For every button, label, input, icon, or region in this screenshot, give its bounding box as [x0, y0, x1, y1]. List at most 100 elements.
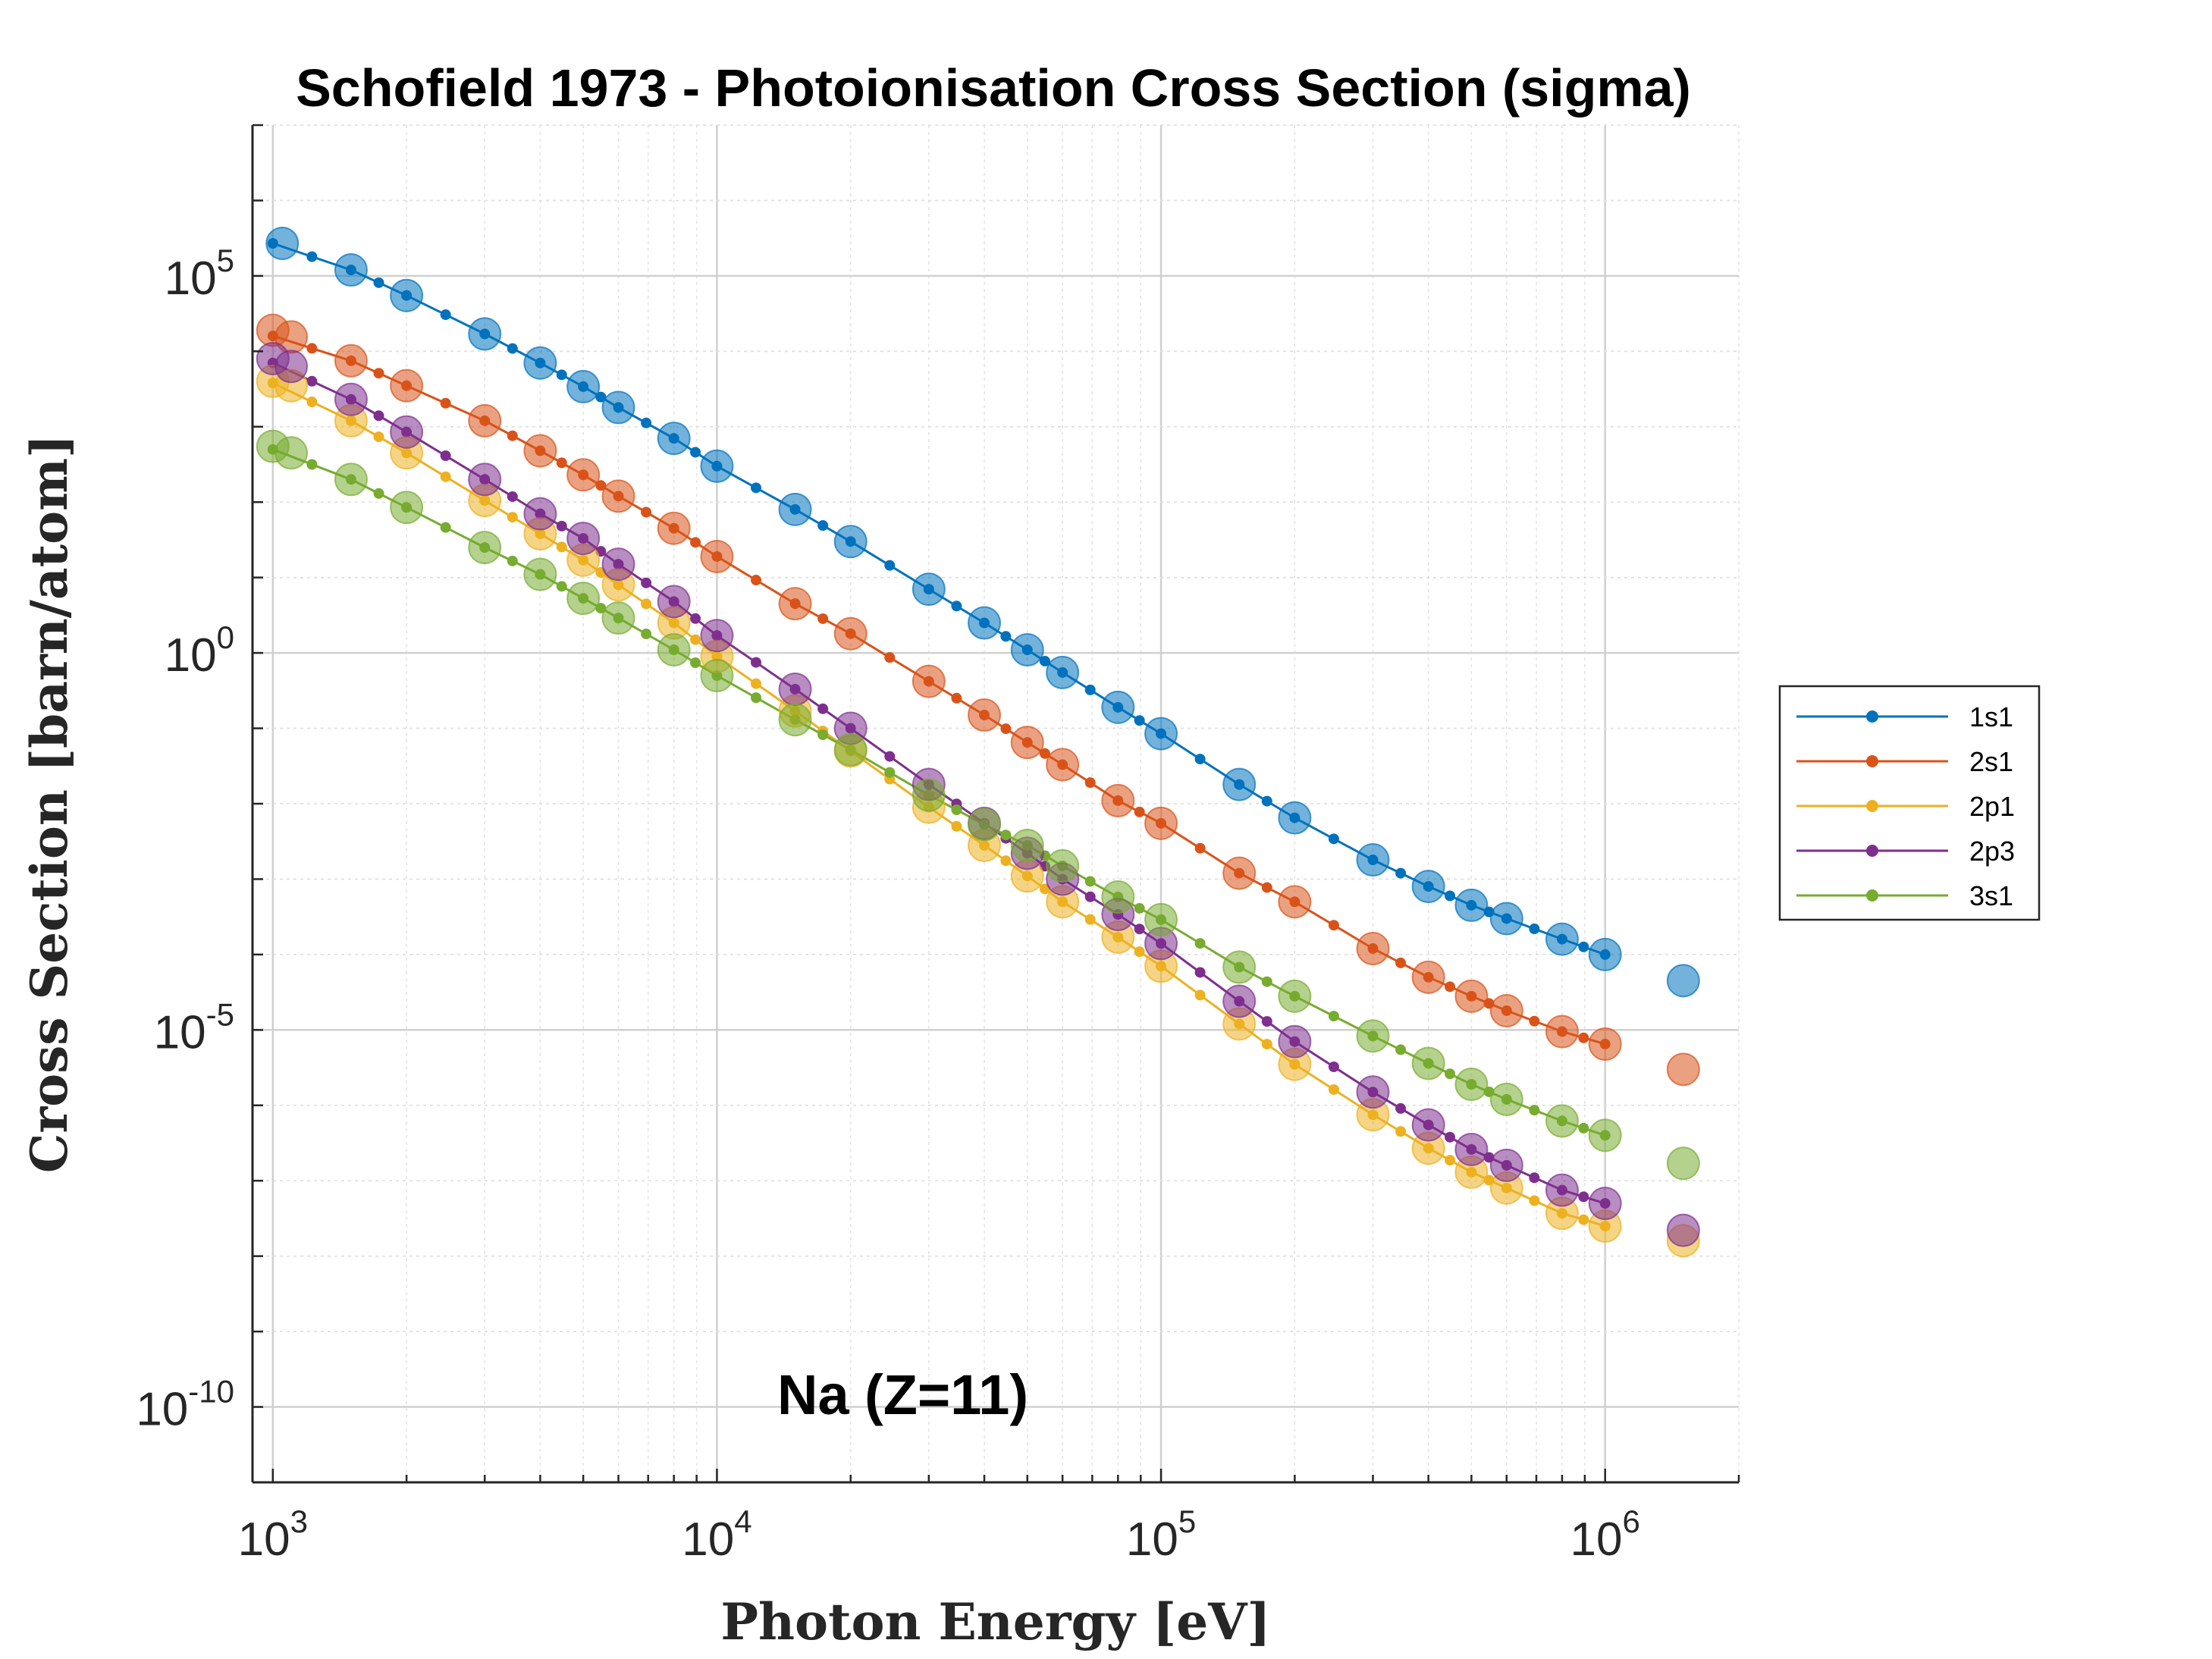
series-dot-3s1 [440, 522, 451, 533]
series-dot-2p3 [641, 577, 652, 588]
series-dot-2s1 [595, 480, 607, 491]
series-dot-1s1 [440, 309, 451, 321]
series-dot-1s1 [373, 277, 384, 288]
series-dot-2s1 [440, 397, 451, 409]
series-dot-2s1 [1134, 806, 1145, 817]
series-marker-2s1 [1046, 748, 1080, 782]
series-marker-2p3 [657, 585, 691, 619]
series-marker-3s1 [1144, 902, 1178, 936]
series-dot-2p1 [641, 598, 652, 610]
legend-marker-3s1 [1866, 889, 1878, 902]
series-dot-2s1 [750, 575, 761, 586]
x-tick-label: 106 [1570, 1504, 1640, 1566]
series-marker-2s1 [700, 539, 734, 573]
series-marker-3s1 [1010, 828, 1044, 862]
series-dot-2p3 [1529, 1172, 1540, 1184]
series-dot-2p1 [556, 541, 567, 553]
series-marker-1s1 [1588, 937, 1622, 971]
series-dot-2s1 [641, 506, 652, 518]
axes [251, 124, 1740, 1484]
series-marker-3s1 [390, 491, 424, 525]
series-marker-3s1 [968, 808, 1002, 842]
series-dot-3s1 [1194, 938, 1206, 949]
series-marker-3s1 [833, 732, 868, 767]
series-dot-3s1 [641, 629, 652, 640]
legend-box [1778, 685, 2041, 921]
series-dot-2p1 [1328, 1084, 1339, 1095]
series-marker-1s1 [334, 253, 368, 287]
series-dot-2p1 [951, 820, 962, 832]
series-dot-2p1 [373, 431, 384, 443]
series-dot-1s1 [1194, 754, 1206, 765]
series-dot-2s1 [507, 430, 518, 441]
series-dot-3s1 [750, 692, 761, 704]
series-marker-2p3 [778, 672, 812, 706]
series-marker-2s1 [1144, 806, 1178, 840]
series-marker-2p3 [566, 522, 601, 556]
legend-marker-2p3 [1866, 845, 1878, 857]
series-dot-2s1 [373, 368, 384, 379]
series-marker-1s1 [601, 390, 635, 425]
series-marker-2s1 [468, 403, 502, 437]
series-dot-3s1 [1328, 1011, 1339, 1022]
series-dot-2p3 [690, 613, 701, 624]
series-marker-2s1 [1411, 960, 1445, 994]
series-dot-2p3 [556, 520, 567, 532]
series-marker-1s1 [390, 278, 424, 312]
series-marker-2p3 [468, 463, 502, 497]
series-marker-2p3 [1411, 1108, 1445, 1142]
legend-marker-2p1 [1866, 800, 1878, 812]
series-dot-2p3 [373, 410, 384, 422]
series-marker-2s1 [523, 434, 557, 468]
series-marker-2s1 [833, 616, 868, 651]
series-dot-2p1 [440, 471, 451, 482]
series-dot-2p3 [306, 375, 318, 387]
series-markers [256, 226, 1700, 1258]
legend-label-1s1: 1s1 [1969, 701, 2013, 732]
series-dot-3s1 [556, 581, 567, 592]
series-dot-1s1 [1445, 890, 1456, 902]
series-dot-2s1 [1039, 748, 1050, 759]
series-marker-2p3 [700, 619, 734, 653]
series-dot-3s1 [507, 555, 518, 566]
series-marker-1s1 [1545, 922, 1579, 956]
series-dot-2p1 [1445, 1155, 1456, 1166]
series-marker-2p3 [1545, 1173, 1579, 1207]
series-dot-2p3 [1578, 1191, 1589, 1203]
series-marker-1s1 [1046, 655, 1080, 689]
y-tick-label: 100 [165, 619, 234, 682]
series-dot-2s1 [1000, 723, 1012, 735]
series-dot-2p3 [1194, 967, 1206, 978]
series-dot-3s1 [373, 488, 384, 499]
chart-title: Schofield 1973 - Photoionisation Cross S… [296, 58, 1691, 118]
series-marker-2s1 [1489, 993, 1523, 1027]
series-marker-2s1 [334, 343, 368, 378]
series-marker-2p3 [334, 382, 368, 416]
series-marker-2p3 [1666, 1213, 1700, 1247]
series-dot-3s1 [1084, 876, 1096, 887]
series-dot-2s1 [817, 613, 829, 624]
series-marker-2s1 [1454, 979, 1489, 1013]
series-marker-1s1 [1356, 843, 1390, 877]
series-dot-1s1 [1000, 631, 1012, 642]
series-marker-2s1 [1222, 856, 1257, 890]
series-dot-2p3 [1328, 1062, 1339, 1073]
series-dot-2p1 [507, 512, 518, 523]
series-dot-2s1 [1194, 842, 1206, 854]
series-marker-3s1 [566, 582, 601, 616]
series-dot-2s1 [951, 692, 962, 704]
series-dot-3s1 [1261, 976, 1272, 987]
series-dot-2p3 [440, 450, 451, 462]
series-dot-3s1 [1000, 830, 1012, 841]
y-tick-label: 10-5 [154, 996, 234, 1058]
series-marker-3s1 [1222, 950, 1257, 984]
series-dot-3s1 [306, 459, 318, 470]
series-marker-3s1 [523, 557, 557, 591]
series-dot-1s1 [884, 560, 896, 571]
series-dot-3s1 [690, 657, 701, 669]
series-marker-1s1 [523, 346, 557, 380]
series-marker-1s1 [778, 492, 812, 526]
series-dot-2s1 [306, 343, 318, 354]
series-dot-2p1 [1194, 989, 1206, 1001]
series-marker-3s1 [275, 436, 309, 470]
